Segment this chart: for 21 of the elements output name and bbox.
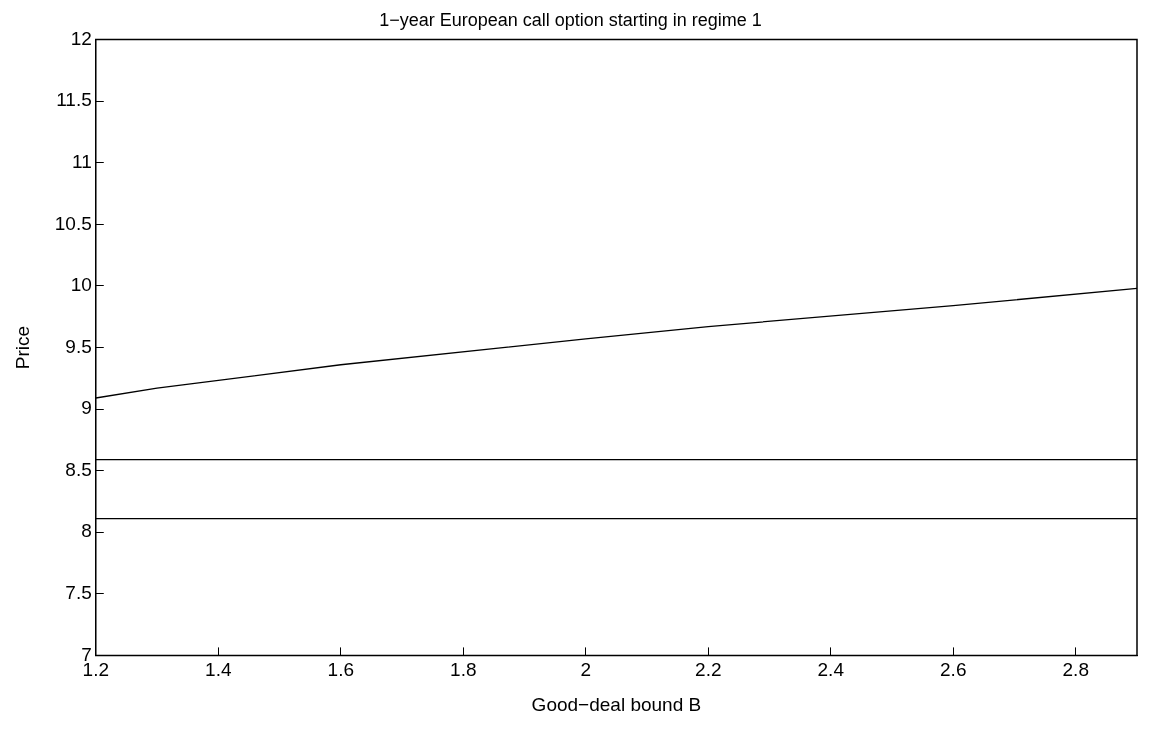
y-tick-label: 9.5: [65, 335, 92, 357]
x-tick-label: 2.8: [1062, 659, 1089, 681]
x-axis-title: Good−deal bound B: [531, 693, 702, 715]
y-tick-label: 10.5: [54, 212, 92, 234]
x-tick-label: 1.6: [327, 659, 354, 681]
x-tick-label: 2: [580, 659, 592, 681]
y-tick-label: 7.5: [65, 582, 92, 604]
x-tick-label: 1.8: [450, 659, 477, 681]
y-tick-label: 9: [81, 397, 92, 419]
y-tick-label: 12: [70, 27, 92, 49]
y-tick-label: 8: [81, 520, 92, 542]
x-tick-label: 1.4: [205, 659, 232, 681]
y-tick-label: 10: [70, 274, 92, 296]
y-tick-label: 11.5: [56, 89, 92, 111]
y-axis-title: Price: [11, 325, 33, 370]
x-tick-label: 2.2: [695, 659, 722, 681]
chart-title: 1−year European call option starting in regime 1: [379, 9, 762, 30]
y-tick-label: 11: [72, 150, 92, 172]
x-tick-label: 2.6: [940, 659, 967, 681]
y-tick-label: 8.5: [65, 458, 92, 480]
x-tick-label: 2.4: [817, 659, 845, 681]
